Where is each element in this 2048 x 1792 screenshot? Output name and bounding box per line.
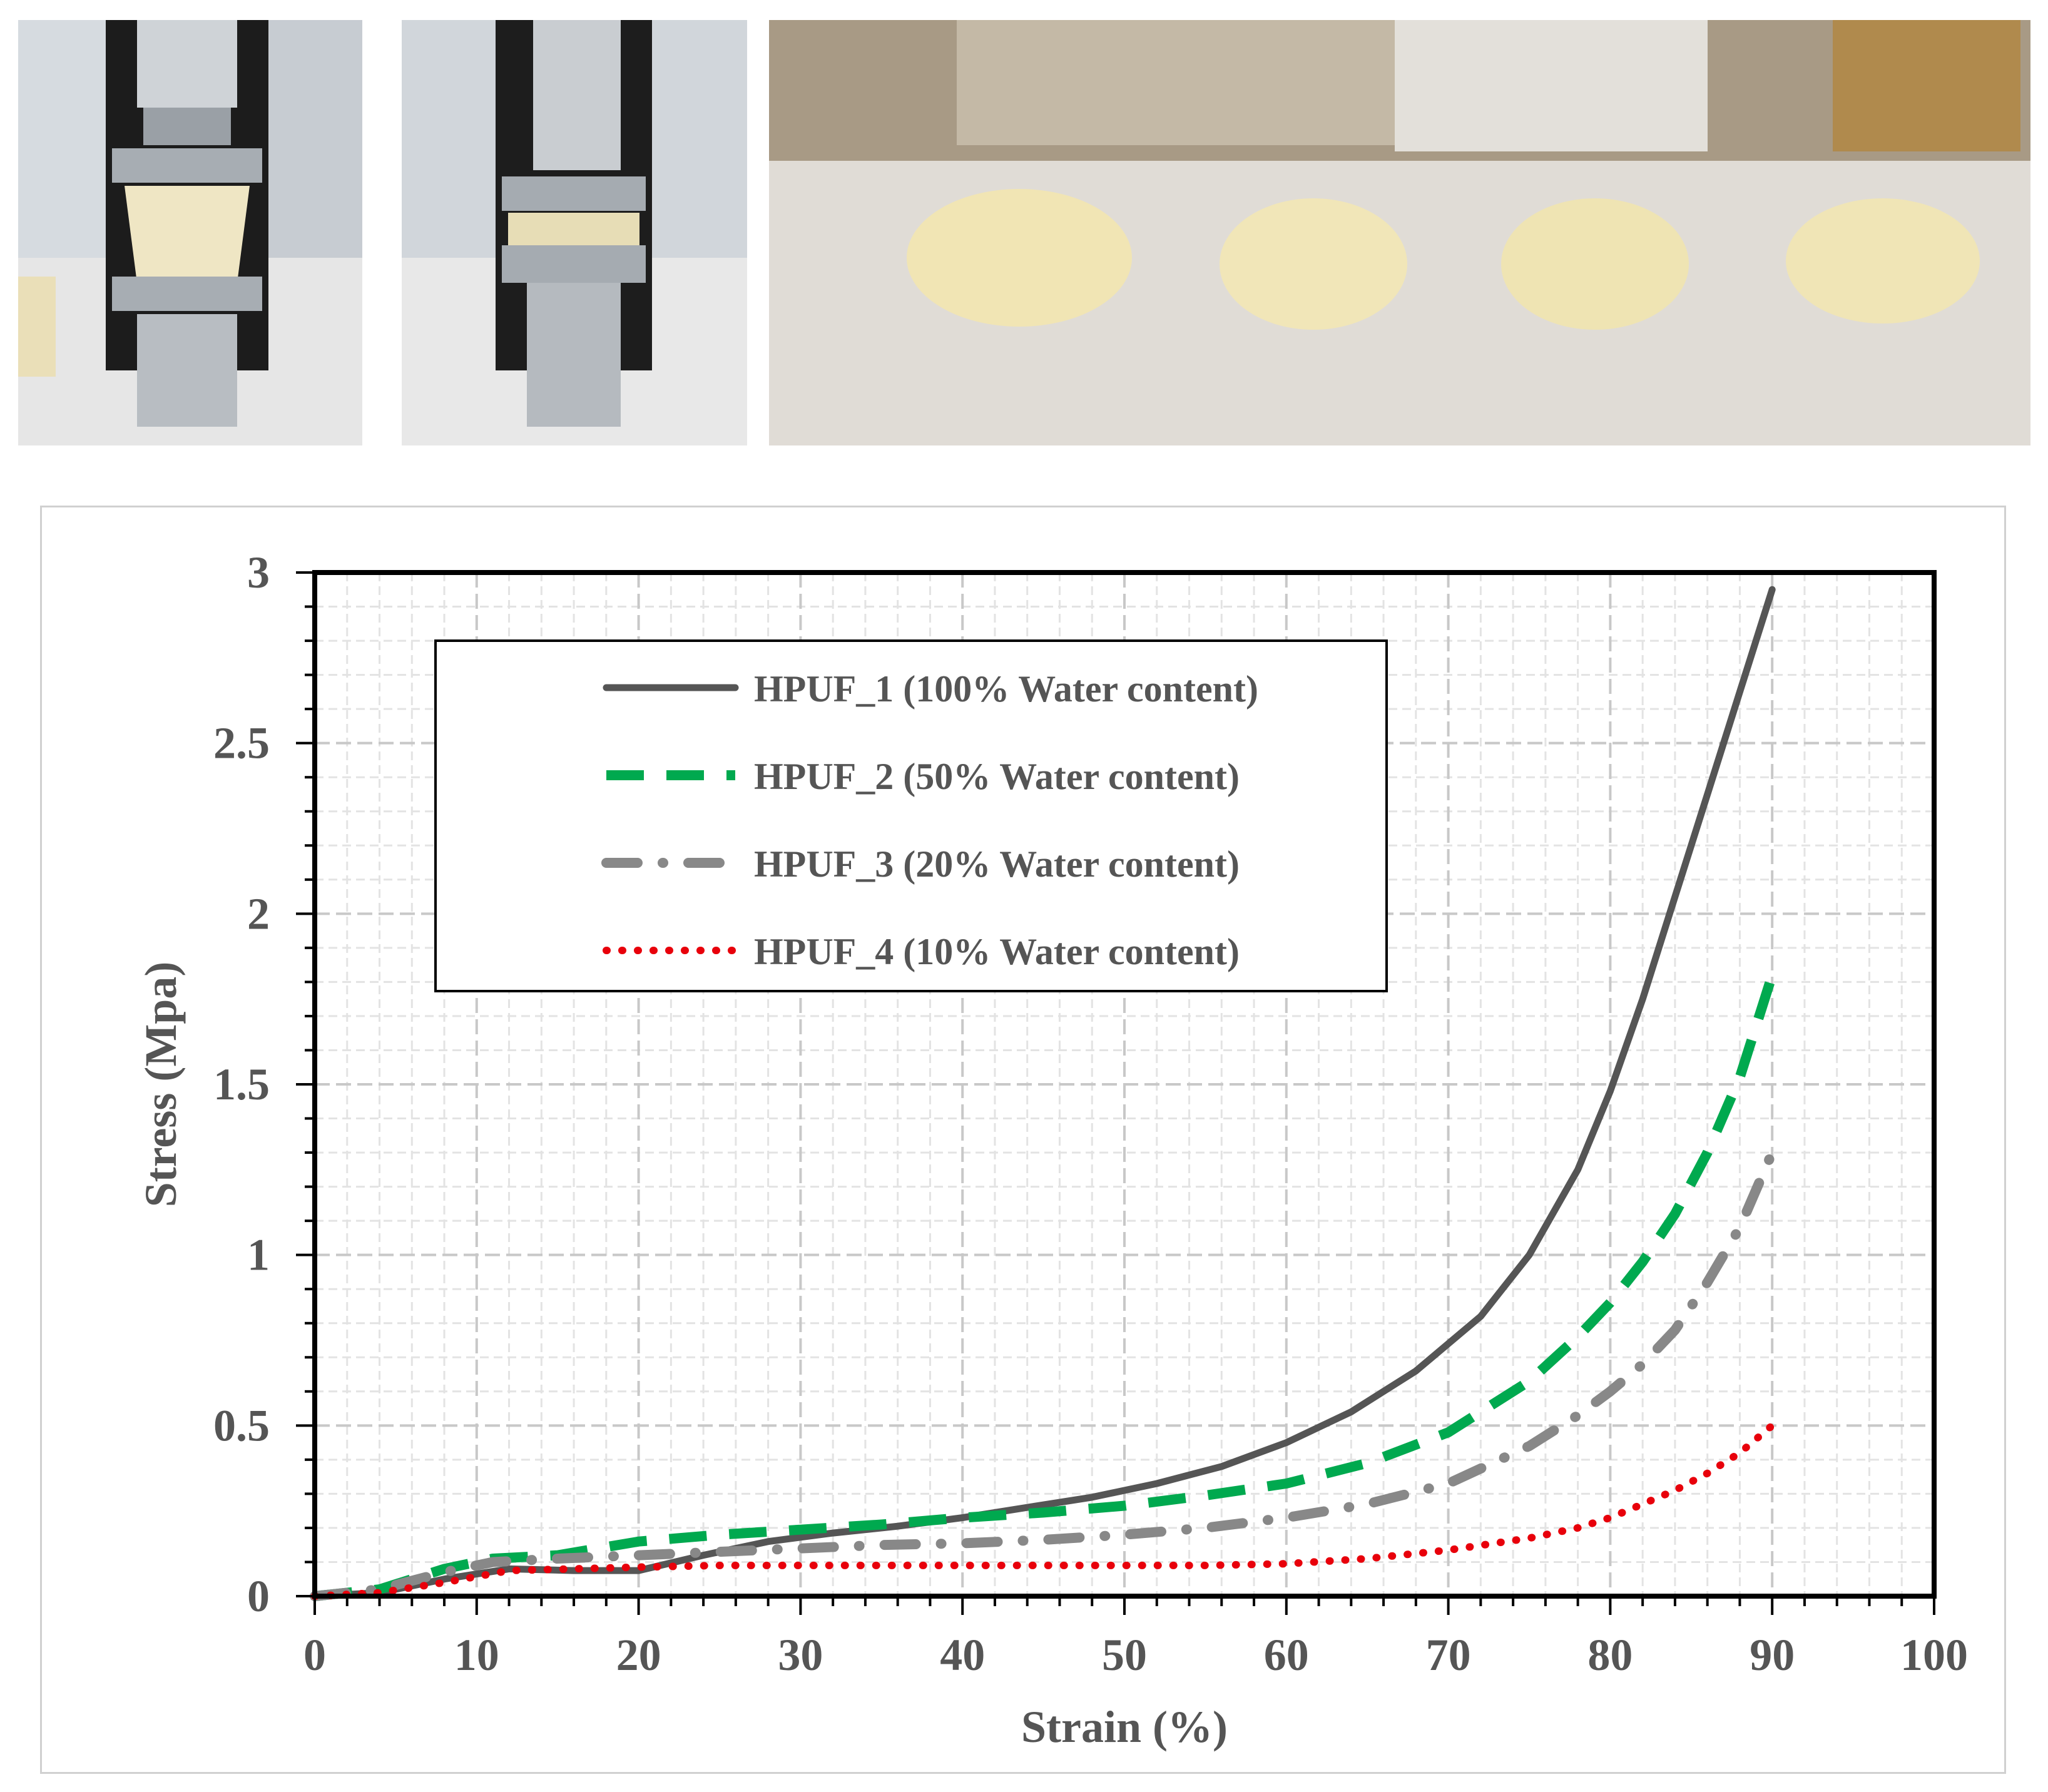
x-tick-label: 90 (1750, 1630, 1795, 1680)
y-tick-label: 0.5 (213, 1400, 270, 1450)
legend-label-hpuf-1: HPUF_1 (100% Water content) (754, 668, 1258, 710)
y-axis-label: Stress (Mpa) (136, 962, 186, 1208)
legend: HPUF_1 (100% Water content) HPUF_2 (50% W… (434, 639, 1388, 992)
y-tick-label: 2.5 (213, 718, 270, 768)
x-tick-label: 70 (1426, 1630, 1471, 1680)
series-lines (310, 586, 1778, 1601)
compression-test-before-photo (18, 20, 362, 445)
x-tick-label: 0 (303, 1630, 326, 1680)
y-tick-label: 0 (247, 1571, 270, 1621)
series-line-hpuf-4 (311, 1422, 1776, 1600)
stress-strain-chart: 0 10 20 30 40 50 60 70 80 90 100 0 0.5 1 1.5 2 2.5 3 Stra… (136, 547, 1968, 1752)
series-line-hpuf-3 (310, 1148, 1778, 1601)
x-axis-label: Strain (%) (1021, 1702, 1228, 1752)
series-line-hpuf-2 (314, 974, 1777, 1601)
y-tick-label: 1.5 (213, 1059, 270, 1109)
x-tick-label: 80 (1587, 1630, 1633, 1680)
compression-test-after-photo (402, 20, 747, 445)
axis-ticks (296, 571, 1935, 1615)
x-tick-label: 10 (454, 1630, 499, 1680)
chart-container: 0 10 20 30 40 50 60 70 80 90 100 0 0.5 1 1.5 2 2.5 3 Stra… (40, 506, 2006, 1774)
x-tick-label: 60 (1264, 1630, 1309, 1680)
x-tick-label: 20 (616, 1630, 661, 1680)
legend-label-hpuf-3: HPUF_3 (20% Water content) (754, 843, 1240, 885)
x-tick-label: 100 (1900, 1630, 1968, 1680)
legend-box (434, 639, 1388, 992)
x-tick-label: 40 (940, 1630, 985, 1680)
legend-label-hpuf-4: HPUF_4 (10% Water content) (754, 931, 1240, 972)
legend-label-hpuf-2: HPUF_2 (50% Water content) (754, 756, 1240, 797)
y-tick-label: 1 (247, 1230, 270, 1280)
compressed-samples-photo (769, 20, 2030, 445)
y-tick-label: 2 (247, 888, 270, 939)
x-tick-label: 50 (1102, 1630, 1147, 1680)
x-tick-label: 30 (778, 1630, 823, 1680)
tick-labels: 0 10 20 30 40 50 60 70 80 90 100 0 0.5 1 1.5 2 2.5 3 (213, 547, 1968, 1680)
y-tick-label: 3 (247, 547, 270, 598)
